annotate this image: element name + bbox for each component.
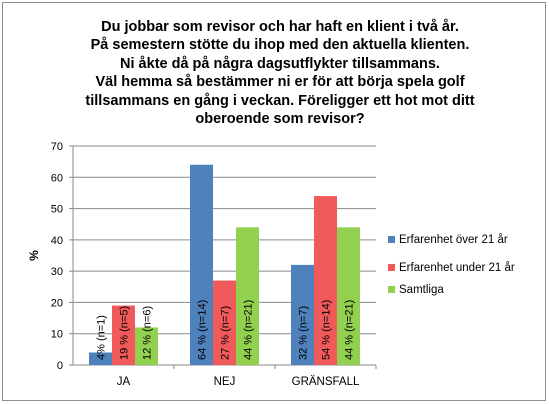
x-tick-label: GRÄNSFALL xyxy=(292,376,360,388)
bar xyxy=(190,164,213,365)
chart-title-line: Du jobbar som revisor och har haft en kl… xyxy=(101,19,459,35)
chart-title-line: På semestern stötte du ihop med den aktu… xyxy=(90,37,470,54)
x-tick-label: NEJ xyxy=(214,376,236,388)
y-tick-label: 10 xyxy=(51,329,63,341)
y-tick-label: 30 xyxy=(51,266,63,278)
data-label: 27 % (n=7) xyxy=(220,306,232,360)
x-tick-label: JA xyxy=(117,376,131,388)
bar xyxy=(337,227,360,365)
legend-swatch xyxy=(388,286,395,293)
chart-frame xyxy=(2,2,546,401)
bar xyxy=(236,227,259,365)
data-label: 44 % (n=21) xyxy=(243,300,255,360)
legend-label: Erfarenhet under 21 år xyxy=(399,262,515,274)
y-tick-label: 40 xyxy=(51,235,63,247)
bar xyxy=(89,352,112,365)
bar xyxy=(314,196,337,365)
data-label: 64 % (n=14) xyxy=(197,300,209,360)
legend-swatch xyxy=(388,236,395,243)
y-tick-label: 50 xyxy=(51,204,63,216)
bar xyxy=(135,327,158,365)
data-label: 12 % (n=6) xyxy=(142,306,154,360)
chart-title-line: Ni åkte då på några dagsutflykter tillsa… xyxy=(120,55,440,72)
chart-title-line: Väl hemma så bestämmer ni er för att bör… xyxy=(95,74,465,91)
y-tick-label: 20 xyxy=(51,297,63,309)
data-label: 54 % (n=14) xyxy=(321,300,333,360)
bar xyxy=(112,305,135,365)
y-tick-label: 0 xyxy=(57,360,63,372)
data-label: 4% (n=1) xyxy=(96,315,108,360)
bar xyxy=(213,280,236,365)
chart-title: Du jobbar som revisor och har haft en kl… xyxy=(20,18,540,128)
chart-title-line: tillsammans en gång i veckan. Föreligger… xyxy=(85,92,475,109)
data-label: 19 % (n=5) xyxy=(119,306,131,360)
y-tick-label: 60 xyxy=(51,172,63,184)
data-label: 32 % (n=7) xyxy=(298,306,310,360)
y-axis-label: % xyxy=(27,250,41,261)
data-label: 44 % (n=21) xyxy=(344,300,356,360)
legend-label: Samtliga xyxy=(399,284,444,296)
legend-label: Erfarenhet över 21 år xyxy=(399,234,508,246)
bar xyxy=(291,264,314,365)
chart-title-line: oberoende som revisor? xyxy=(195,111,365,128)
legend-swatch xyxy=(388,264,395,271)
y-tick-label: 70 xyxy=(51,141,63,153)
